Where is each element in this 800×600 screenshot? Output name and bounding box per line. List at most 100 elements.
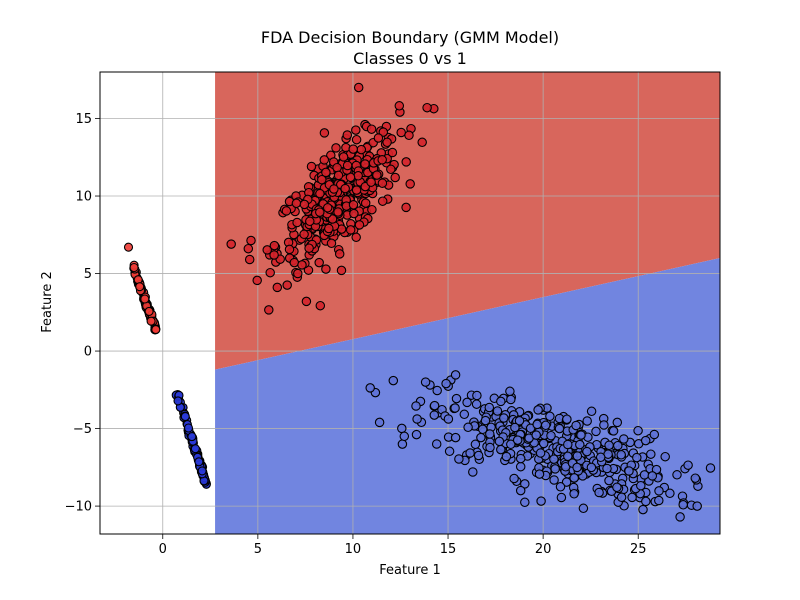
class1-point bbox=[604, 440, 614, 451]
class1-point bbox=[473, 450, 484, 461]
projected-class0-point bbox=[151, 325, 161, 335]
class1-point bbox=[388, 375, 399, 386]
class0-point bbox=[315, 207, 325, 217]
class0-point bbox=[319, 155, 330, 165]
class0-point bbox=[265, 267, 275, 278]
class1-point bbox=[612, 482, 622, 493]
class1-point bbox=[492, 406, 503, 416]
class0-point bbox=[315, 188, 325, 199]
x-tick-label: 5 bbox=[254, 542, 262, 557]
class1-point bbox=[608, 426, 619, 436]
class0-point bbox=[326, 238, 337, 249]
class0-point bbox=[382, 137, 392, 148]
class0-point bbox=[317, 174, 327, 185]
y-axis-label: Feature 2 bbox=[40, 271, 55, 333]
class1-point bbox=[506, 439, 516, 450]
class1-point bbox=[533, 405, 543, 415]
class0-point bbox=[297, 260, 307, 270]
y-tick-label: 15 bbox=[75, 112, 92, 127]
class1-point bbox=[499, 413, 509, 423]
plot-area bbox=[100, 72, 720, 534]
class0-point bbox=[353, 82, 364, 93]
class1-point bbox=[429, 410, 440, 420]
class1-point bbox=[569, 489, 579, 499]
class1-point bbox=[641, 496, 651, 507]
class0-point bbox=[289, 257, 300, 268]
class1-point bbox=[586, 462, 597, 473]
class0-point bbox=[322, 203, 333, 213]
class0-point bbox=[243, 243, 254, 254]
class0-point bbox=[252, 275, 262, 286]
class1-point bbox=[532, 419, 542, 430]
class1-point bbox=[374, 417, 385, 428]
class0-point bbox=[353, 171, 363, 181]
class1-point bbox=[450, 432, 461, 443]
class1-point bbox=[485, 442, 495, 453]
class1-point bbox=[582, 446, 592, 457]
projected-class1-point bbox=[190, 444, 200, 454]
class1-point bbox=[484, 402, 495, 413]
class1-point bbox=[604, 475, 614, 486]
chart-subtitle: Classes 0 vs 1 bbox=[353, 49, 467, 68]
class0-point bbox=[417, 137, 427, 148]
class1-point bbox=[678, 500, 688, 510]
class0-point bbox=[321, 167, 331, 178]
class0-point bbox=[360, 198, 371, 208]
class0-point bbox=[342, 160, 353, 171]
class1-point bbox=[705, 463, 716, 473]
class0-point bbox=[345, 225, 356, 235]
class1-point bbox=[640, 435, 651, 446]
class1-point bbox=[365, 383, 375, 393]
class1-point bbox=[480, 415, 491, 426]
class1-point bbox=[572, 451, 583, 461]
x-tick-label: 15 bbox=[440, 542, 457, 557]
class1-point bbox=[692, 501, 702, 511]
class0-point bbox=[366, 124, 377, 134]
class0-point bbox=[301, 296, 312, 307]
class0-point bbox=[390, 172, 400, 183]
class1-point bbox=[576, 430, 586, 440]
class1-point bbox=[546, 430, 556, 441]
class1-point bbox=[496, 444, 506, 455]
class0-point bbox=[321, 264, 331, 274]
class0-point bbox=[292, 217, 302, 228]
class0-point bbox=[264, 305, 274, 315]
class0-point bbox=[304, 243, 314, 253]
class0-point bbox=[291, 198, 302, 209]
class1-point bbox=[675, 512, 685, 522]
class0-point bbox=[315, 300, 326, 311]
y-tick-label: −10 bbox=[65, 500, 92, 515]
class1-point bbox=[616, 492, 627, 503]
projected-class1-point bbox=[183, 423, 194, 433]
class1-point bbox=[638, 504, 648, 515]
class1-point bbox=[555, 482, 566, 492]
class1-point bbox=[431, 439, 442, 449]
class1-point bbox=[432, 385, 442, 396]
x-tick-label: 25 bbox=[630, 542, 647, 557]
class0-point bbox=[351, 232, 361, 243]
projected-class0-point bbox=[146, 316, 156, 326]
class0-point bbox=[377, 155, 387, 165]
class0-point bbox=[354, 220, 365, 230]
class1-point bbox=[569, 473, 579, 483]
class1-point bbox=[515, 453, 526, 464]
class0-point bbox=[293, 268, 303, 279]
class0-point bbox=[299, 199, 310, 210]
class0-point bbox=[284, 244, 295, 255]
class1-point bbox=[562, 414, 572, 424]
y-tick-label: 0 bbox=[84, 345, 92, 360]
class1-point bbox=[429, 400, 440, 411]
class1-point bbox=[443, 414, 454, 424]
class1-point bbox=[550, 464, 560, 474]
y-tick-label: 10 bbox=[75, 190, 92, 205]
class0-point bbox=[324, 223, 334, 234]
class1-point bbox=[660, 451, 670, 462]
class1-point bbox=[463, 422, 473, 433]
class1-point bbox=[646, 449, 656, 459]
class1-point bbox=[472, 390, 482, 401]
y-tick-label: −5 bbox=[73, 422, 92, 437]
y-tick-label: 5 bbox=[84, 267, 92, 282]
class1-point bbox=[665, 488, 675, 499]
